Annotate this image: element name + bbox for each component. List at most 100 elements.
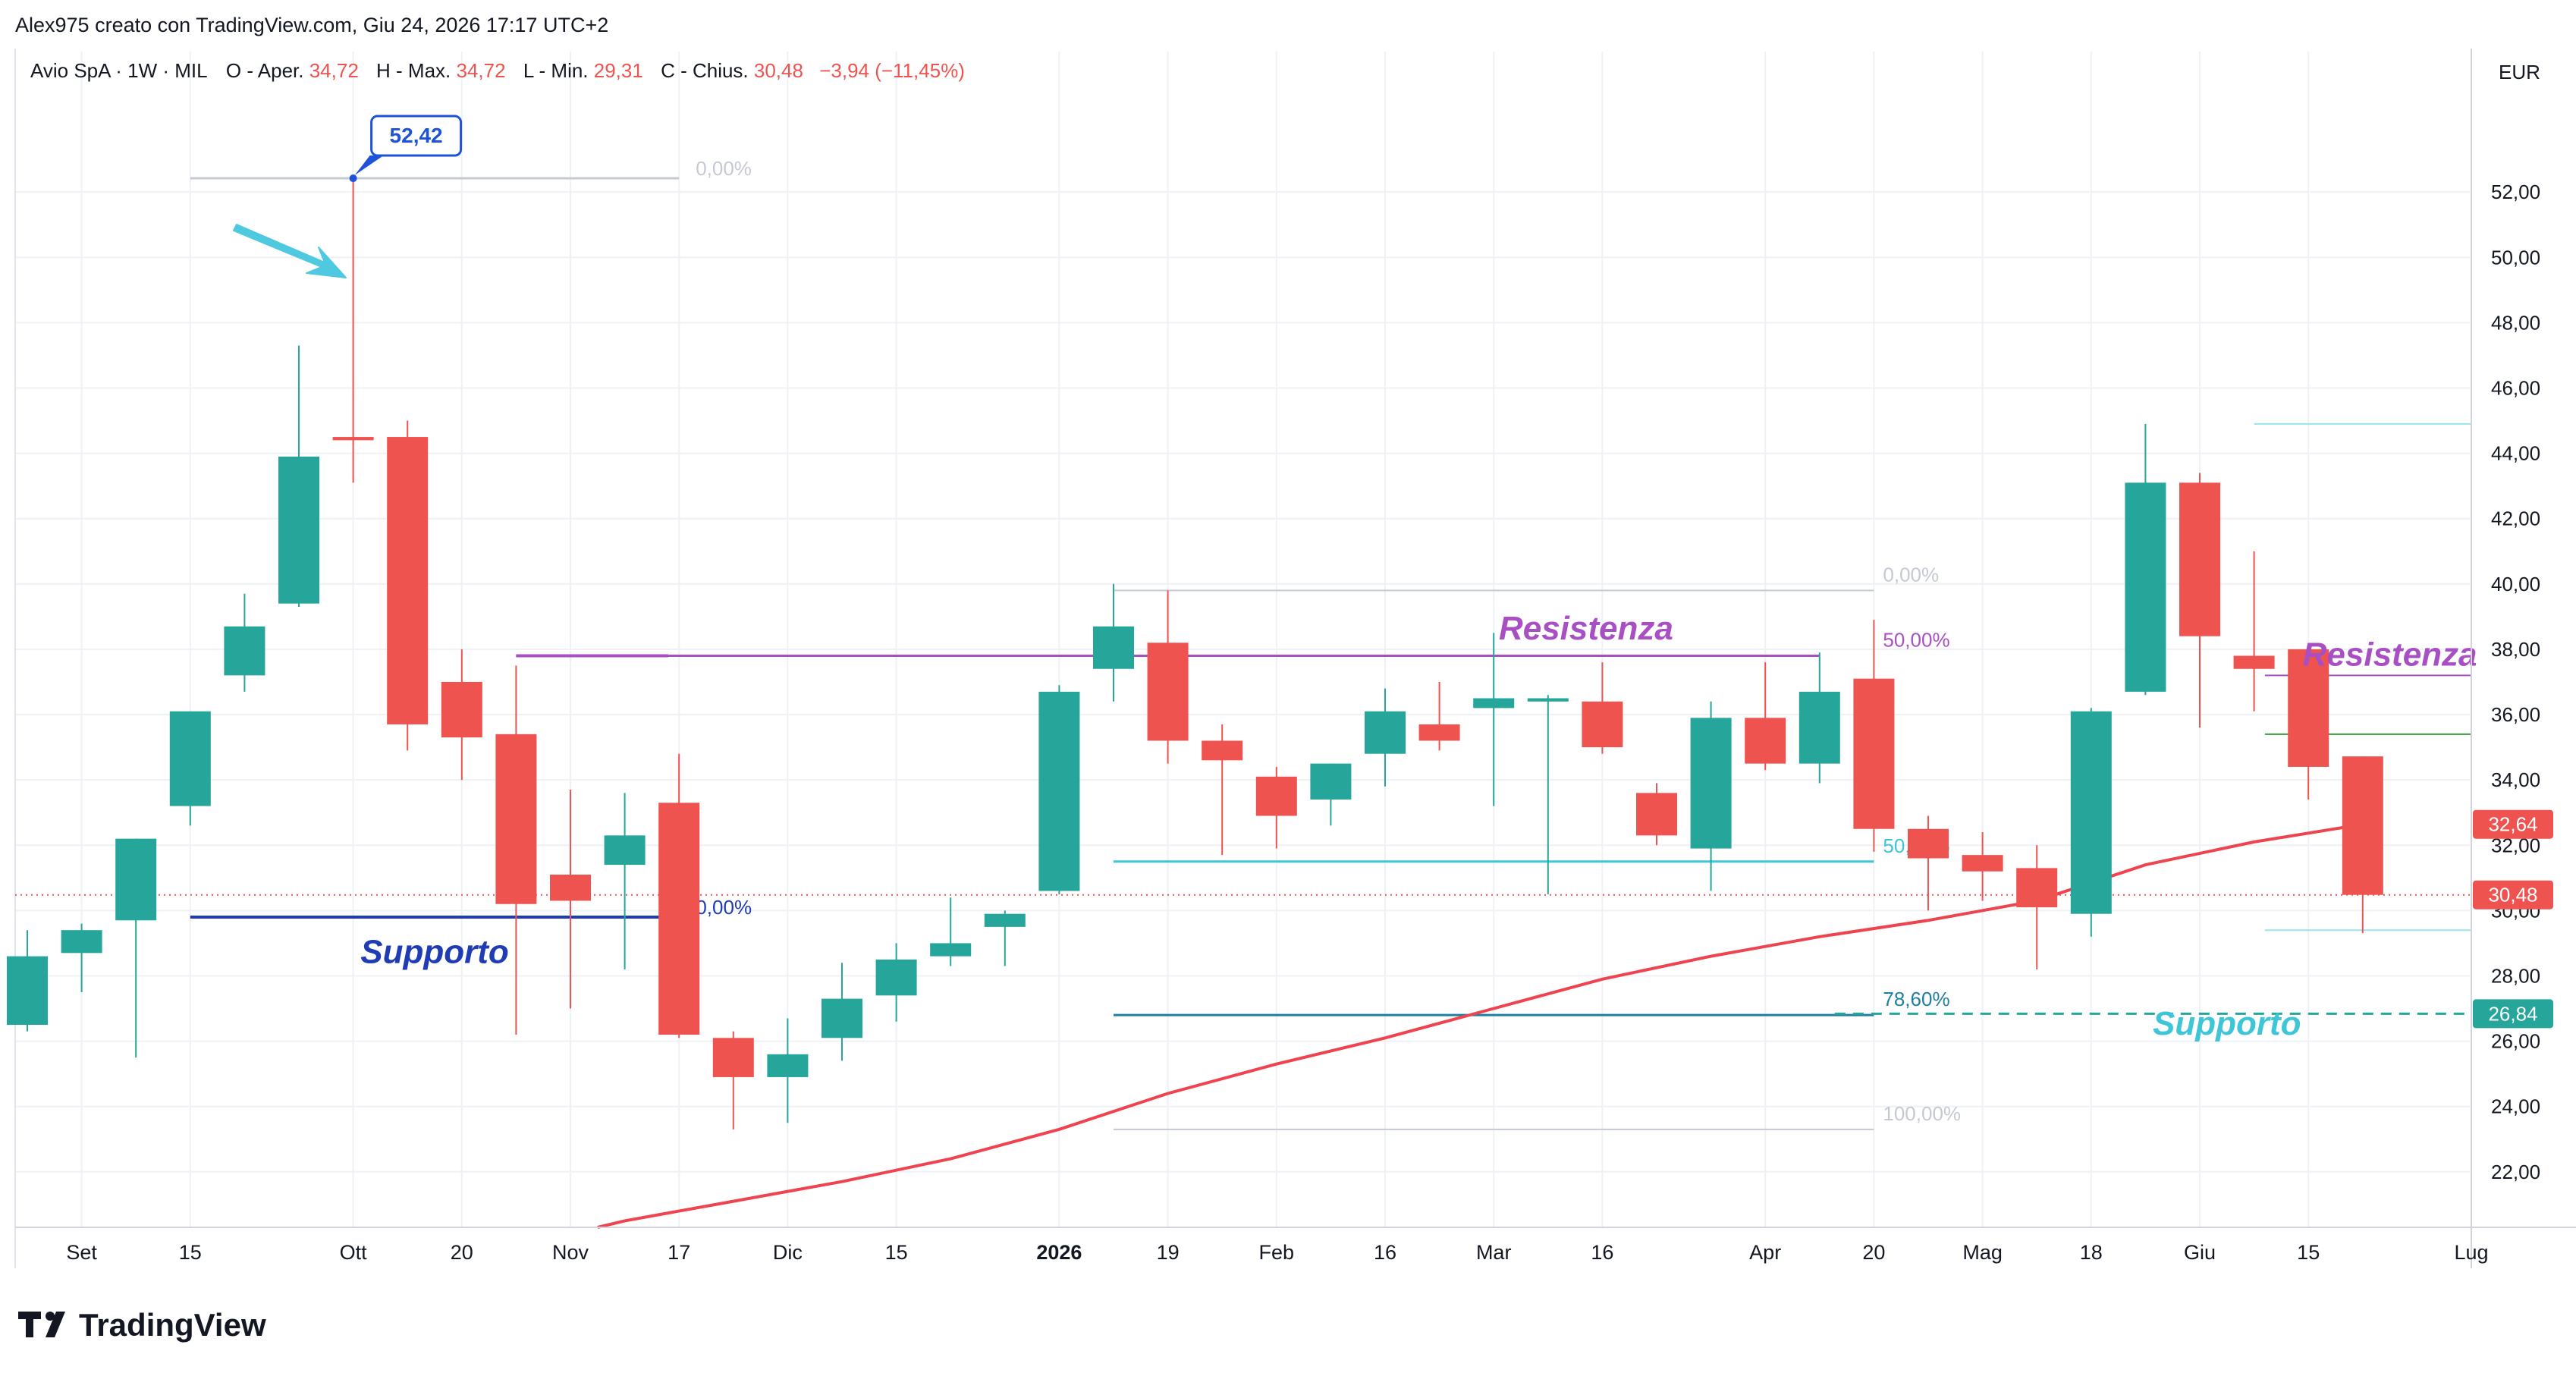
x-tick-label: Feb: [1259, 1241, 1295, 1264]
y-tick-label: 42,00: [2491, 507, 2540, 530]
annotation-label: Resistenza: [1499, 610, 1673, 647]
candle-body: [1310, 763, 1352, 800]
y-tick-label: 24,00: [2491, 1095, 2540, 1118]
candle-body: [169, 711, 211, 806]
x-tick-label: Ott: [340, 1241, 368, 1264]
candle-body: [1473, 698, 1515, 708]
x-tick-label: Mag: [1962, 1241, 2003, 1264]
x-tick-label: 2026: [1036, 1241, 1082, 1264]
fib-lower-level-label: 78,60%: [1883, 988, 1949, 1010]
candle-body: [441, 681, 482, 738]
candle: [1147, 590, 1189, 764]
candle: [550, 790, 591, 1009]
candle-body: [2125, 482, 2166, 692]
x-tick-label: 18: [2080, 1241, 2103, 1264]
x-tick-label: 20: [451, 1241, 473, 1264]
legend-close-value: 30,48: [754, 59, 803, 82]
brand-name: TradingView: [79, 1307, 266, 1343]
candle: [984, 910, 1026, 966]
price-tag-label: 32,64: [2488, 813, 2537, 836]
candle: [387, 420, 429, 751]
author-line: Alex975 creato con TradingView.com, Giu …: [15, 14, 608, 36]
fib-lower-level-label: 0,00%: [1883, 563, 1939, 586]
candle-body: [61, 930, 102, 954]
candle-body: [278, 456, 319, 604]
candle: [169, 711, 211, 826]
candle-body: [7, 956, 48, 1026]
candle-body: [224, 626, 265, 676]
candle: [1473, 633, 1515, 806]
candle-body: [1582, 701, 1623, 748]
candle-body: [495, 734, 537, 904]
high-marker: [349, 174, 357, 183]
legend-open-value: 34,72: [309, 59, 359, 82]
candle-body: [1147, 643, 1189, 741]
candle: [658, 753, 700, 1038]
candle: [2233, 551, 2275, 712]
time-axis[interactable]: Set 15 Ott 20 Nov 17 Dic 15 2026 19 Feb 16 Mar 16 Apr 2…: [15, 1227, 2576, 1264]
candlestick-series: [7, 178, 2383, 1130]
x-tick-label: Dic: [773, 1241, 803, 1264]
price-tag: [2473, 999, 2553, 1029]
price-tag: [2473, 880, 2553, 910]
candle: [767, 1018, 809, 1123]
y-tick-label: 40,00: [2491, 573, 2540, 595]
candle-body: [1962, 855, 2003, 872]
candle: [115, 838, 157, 1058]
annotation-label: Supporto: [2153, 1005, 2301, 1042]
legend-low-label: L - Min.: [523, 59, 589, 82]
callout-pointer: [354, 156, 384, 176]
candle: [61, 923, 102, 992]
fib-lower-level-label: 50,00%: [1883, 629, 1949, 652]
x-tick-label: Lug: [2454, 1241, 2488, 1264]
legend-change: −3,94 (−11,45%): [819, 59, 965, 82]
y-tick-label: 46,00: [2491, 376, 2540, 399]
x-tick-label: 17: [668, 1241, 690, 1264]
candle: [441, 649, 482, 781]
x-tick-label: 19: [1157, 1241, 1180, 1264]
y-tick-label: 34,00: [2491, 768, 2540, 791]
x-tick-label: 16: [1374, 1241, 1396, 1264]
x-tick-label: Mar: [1476, 1241, 1512, 1264]
candle: [1908, 815, 1949, 911]
tradingview-logo: TradingView: [18, 1307, 266, 1343]
candle: [1255, 766, 1297, 849]
x-tick-label: 16: [1591, 1241, 1613, 1264]
y-tick-label: 52,00: [2491, 181, 2540, 203]
legend-close-label: C - Chius.: [661, 59, 749, 82]
candle: [2070, 708, 2112, 937]
logo-mark-dot: [46, 1312, 55, 1321]
y-tick-label: 38,00: [2491, 638, 2540, 661]
candle: [2016, 845, 2058, 969]
y-tick-label: 26,00: [2491, 1030, 2540, 1053]
candle-body: [1255, 776, 1297, 816]
candle: [278, 345, 319, 607]
candle: [1038, 685, 1080, 894]
candle-body: [1365, 711, 1406, 754]
x-tick-label: Giu: [2184, 1241, 2216, 1264]
candle: [1365, 688, 1406, 787]
candle: [2179, 473, 2220, 728]
candle: [821, 963, 862, 1061]
candle-body: [2288, 649, 2329, 767]
x-tick-label: 20: [1862, 1241, 1885, 1264]
x-tick-label: Nov: [552, 1241, 589, 1264]
candle-body: [821, 998, 862, 1038]
fib-lower-level-label: 100,00%: [1883, 1102, 1961, 1125]
x-tick-label: Apr: [1749, 1241, 1781, 1264]
candle: [1582, 662, 1623, 754]
y-tick-label: 36,00: [2491, 703, 2540, 726]
candle-body: [550, 875, 591, 901]
legend-open-label: O - Aper.: [226, 59, 304, 82]
candle-body: [1093, 626, 1134, 669]
candle: [332, 178, 374, 483]
candle: [875, 943, 917, 1022]
candle-body: [1527, 698, 1569, 702]
candle-body: [1853, 678, 1895, 829]
price-axis[interactable]: 22,0024,0026,0028,0030,0032,0034,0036,00…: [2471, 49, 2553, 1268]
price-tag: [2473, 809, 2553, 839]
y-tick-label: 44,00: [2491, 442, 2540, 465]
candle: [1310, 763, 1352, 826]
annotation-label: Resistenza: [2303, 636, 2477, 673]
